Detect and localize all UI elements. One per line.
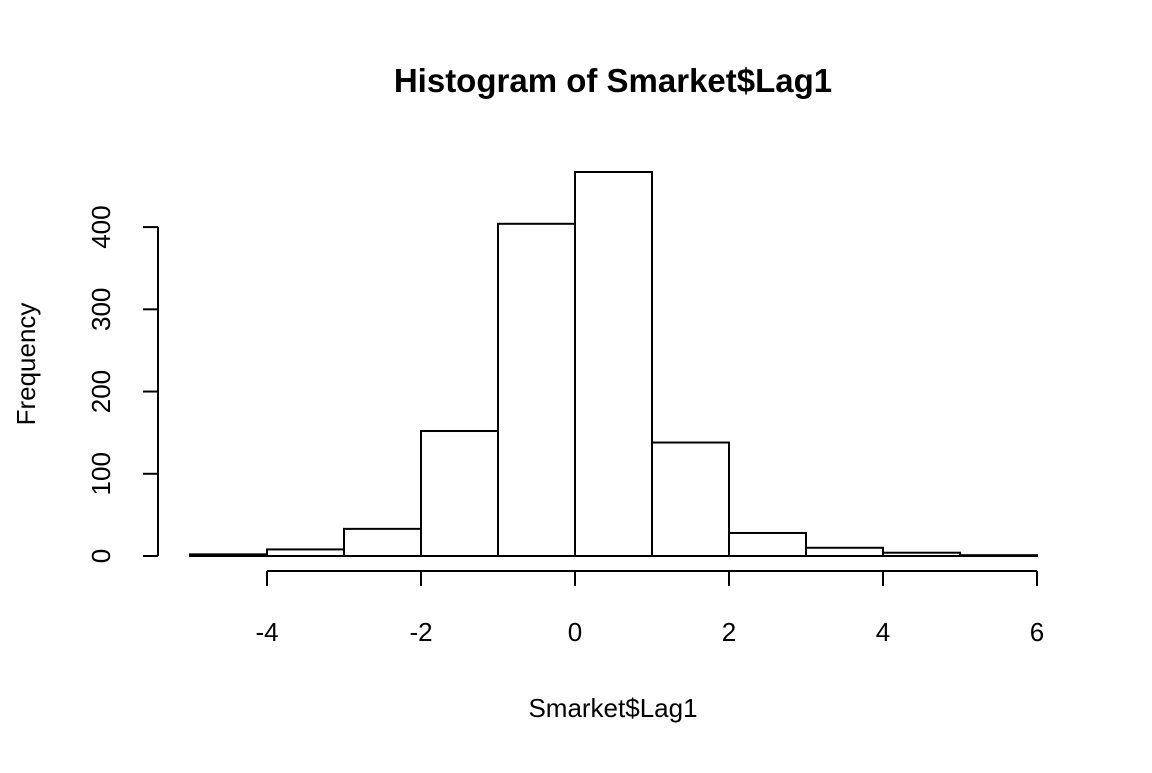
histogram-bar bbox=[189, 553, 268, 558]
x-tick-label: 6 bbox=[1030, 617, 1044, 647]
histogram-bar bbox=[574, 171, 653, 557]
x-tick-label: 0 bbox=[568, 617, 582, 647]
y-axis: 0 100 200 300 400 bbox=[86, 205, 159, 563]
x-tick-label: -4 bbox=[255, 617, 278, 647]
x-tick-label: -2 bbox=[409, 617, 432, 647]
y-tick-label: 400 bbox=[86, 205, 116, 248]
y-tick-label: 200 bbox=[86, 370, 116, 413]
histogram-bar bbox=[420, 430, 499, 557]
histogram-bar bbox=[728, 531, 807, 557]
y-tick-label: 300 bbox=[86, 288, 116, 331]
x-axis-title: Smarket$Lag1 bbox=[528, 693, 697, 723]
x-tick-label: 4 bbox=[876, 617, 890, 647]
chart-title: Histogram of Smarket$Lag1 bbox=[394, 62, 832, 99]
y-axis-title: Frequency bbox=[11, 303, 41, 426]
y-tick-label: 100 bbox=[86, 452, 116, 495]
histogram-bar bbox=[882, 551, 961, 558]
histogram-bar bbox=[959, 554, 1038, 558]
x-tick-label: 2 bbox=[722, 617, 736, 647]
histogram-bar bbox=[651, 441, 730, 557]
y-tick-label: 0 bbox=[86, 549, 116, 563]
histogram-bar bbox=[497, 222, 576, 557]
x-axis: -4 -2 0 2 4 6 bbox=[255, 570, 1044, 647]
histogram-bars bbox=[189, 171, 1038, 558]
histogram-bar bbox=[343, 527, 422, 558]
histogram-bar bbox=[805, 546, 884, 557]
histogram-bar bbox=[266, 548, 345, 557]
